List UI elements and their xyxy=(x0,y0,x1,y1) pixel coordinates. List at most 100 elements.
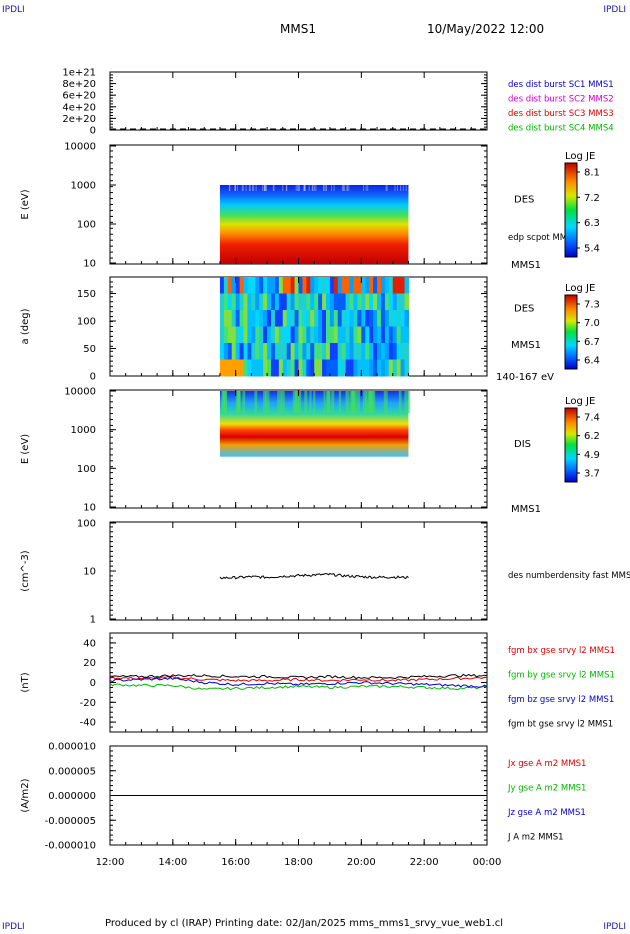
pitch-angle-cell xyxy=(392,326,398,344)
pitch-angle-cell xyxy=(388,359,394,377)
spectrogram-streak xyxy=(343,185,345,191)
pitch-angle-cell xyxy=(235,310,241,327)
pitch-angle-cell xyxy=(357,343,362,360)
colorbar-tick-label: 4.9 xyxy=(584,450,600,461)
pitch-angle-cell xyxy=(294,310,299,327)
corner-label-top-right: IPDLI xyxy=(603,5,626,15)
pitch-angle-cell xyxy=(365,277,370,294)
y-tick-label: 40 xyxy=(83,638,96,649)
pitch-angle-cell xyxy=(251,293,256,311)
legend-entry: J A m2 MMS1 xyxy=(507,833,564,843)
pitch-angle-cell xyxy=(243,326,248,344)
pitch-angle-cell xyxy=(388,293,394,311)
pitch-angle-cell xyxy=(274,277,280,294)
colorbar-tick-label: 6.2 xyxy=(584,431,600,442)
pitch-angle-cell xyxy=(251,326,256,344)
pitch-angle-cell xyxy=(271,293,276,311)
pitch-angle-cell xyxy=(333,359,339,377)
pitch-angle-cell xyxy=(243,277,248,294)
pitch-angle-cell xyxy=(404,293,409,311)
pitch-angle-cell xyxy=(290,277,296,294)
spectrogram-streak xyxy=(254,391,258,413)
pitch-angle-cell xyxy=(314,343,319,360)
y-tick-label: 6e+20 xyxy=(62,91,96,102)
pitch-angle-cell xyxy=(357,326,362,344)
pitch-angle-cell xyxy=(259,310,264,327)
spectrogram-streak xyxy=(248,185,250,191)
spectrogram-streak xyxy=(263,391,266,413)
pitch-angle-cell xyxy=(353,293,358,311)
pitch-angle-cell xyxy=(219,343,225,360)
pitch-angle-cell xyxy=(361,293,366,311)
spectrogram-streak xyxy=(294,391,300,413)
y-tick-label: 10 xyxy=(83,259,96,270)
pitch-angle-cell xyxy=(259,359,264,377)
panel-p7: -0.000010 -0.000005 0.000000 0.000005 0.0000… xyxy=(20,742,586,852)
pitch-angle-cell xyxy=(377,310,382,327)
colorbar-tick-label: 6.4 xyxy=(584,356,600,367)
pitch-angle-cell xyxy=(377,293,382,311)
y-tick-label: 1000 xyxy=(71,425,96,436)
spectrogram-streak xyxy=(346,185,348,191)
spectrogram-streak xyxy=(298,391,302,413)
spacecraft-label: MMS1 xyxy=(511,260,541,271)
pitch-angle-cell xyxy=(235,359,241,377)
pitch-angle-cell xyxy=(235,277,241,294)
y-tick-label: 0.000000 xyxy=(48,791,96,802)
pitch-angle-cell xyxy=(294,343,299,360)
pitch-angle-cell xyxy=(349,293,354,311)
spectrogram-streak xyxy=(400,185,402,191)
spectrogram-streak xyxy=(367,185,369,191)
pitch-angle-cell xyxy=(369,293,374,311)
pitch-angle-cell xyxy=(400,293,406,311)
colorbar-tick-label: 6.7 xyxy=(584,337,600,348)
pitch-angle-cell xyxy=(329,343,335,360)
spectrogram-streak xyxy=(408,391,411,413)
colorbar-title: Log JE xyxy=(565,396,595,407)
spectrogram-streak xyxy=(323,391,326,413)
spacecraft-title: MMS1 xyxy=(280,22,316,36)
spectrogram-streak xyxy=(404,391,409,413)
y-axis-label: E (eV) xyxy=(20,434,31,464)
pitch-angle-cell xyxy=(400,310,406,327)
spectrogram-streak xyxy=(277,391,282,413)
pitch-angle-cell xyxy=(392,310,398,327)
spectrogram-streak xyxy=(297,185,299,191)
pitch-angle-cell xyxy=(267,326,272,344)
pitch-angle-cell xyxy=(380,326,386,344)
y-axis-label: (cm^-3) xyxy=(20,550,31,591)
spectrogram-streak xyxy=(308,185,310,191)
pitch-angle-cell xyxy=(361,310,366,327)
pitch-angle-cell xyxy=(345,293,351,311)
spectrogram-streak xyxy=(303,185,305,191)
pitch-angle-cell xyxy=(396,359,402,377)
pitch-angle-cell xyxy=(243,359,248,377)
energy-range-label: 140-167 eV xyxy=(496,372,554,383)
pitch-angle-cell xyxy=(337,310,343,327)
pitch-angle-cell xyxy=(396,326,402,344)
pitch-angle-cell xyxy=(290,359,296,377)
pitch-angle-cell xyxy=(392,277,398,294)
pitch-angle-cell xyxy=(365,310,370,327)
pitch-angle-cell xyxy=(278,277,284,294)
pitch-angle-cell xyxy=(373,343,378,360)
y-tick-label: -0.000010 xyxy=(45,841,96,852)
pitch-angle-cell xyxy=(314,293,319,311)
pitch-angle-cell xyxy=(247,310,252,327)
pitch-angle-cell xyxy=(357,310,362,327)
pitch-angle-cell xyxy=(322,326,327,344)
pitch-angle-cell xyxy=(357,277,362,294)
pitch-angle-cell xyxy=(353,326,358,344)
series-line xyxy=(109,677,488,688)
pitch-angle-cell xyxy=(377,326,382,344)
pitch-angle-cell xyxy=(259,293,264,311)
pitch-angle-cell xyxy=(380,293,386,311)
colorbar-tick-label: 7.0 xyxy=(584,318,600,329)
pitch-angle-cell xyxy=(247,326,252,344)
pitch-angle-cell xyxy=(274,343,280,360)
spectrogram-streak xyxy=(282,185,284,191)
pitch-angle-cell xyxy=(396,343,402,360)
spectrogram-streak xyxy=(264,391,267,413)
y-tick-label: 0 xyxy=(90,678,96,689)
pitch-angle-cell xyxy=(384,277,390,294)
